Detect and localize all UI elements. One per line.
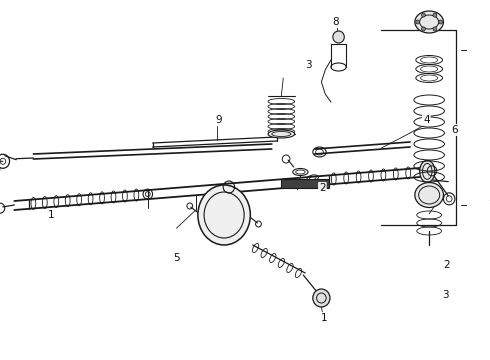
Circle shape [433, 13, 437, 17]
Text: 4: 4 [423, 115, 430, 125]
Text: 1: 1 [48, 210, 55, 220]
Ellipse shape [198, 185, 250, 245]
Bar [281, 179, 329, 188]
Text: 3: 3 [305, 60, 311, 70]
Ellipse shape [268, 130, 294, 138]
Text: 9: 9 [215, 115, 221, 125]
Text: 7: 7 [488, 200, 490, 210]
Ellipse shape [415, 11, 443, 33]
Ellipse shape [415, 183, 443, 207]
Text: 8: 8 [332, 17, 339, 27]
Circle shape [333, 31, 344, 43]
Text: 2: 2 [319, 183, 326, 193]
Text: 6: 6 [452, 125, 458, 135]
Circle shape [421, 27, 425, 31]
Circle shape [313, 289, 330, 307]
Text: 2: 2 [443, 260, 450, 270]
Text: 3: 3 [442, 290, 449, 300]
Circle shape [416, 20, 419, 24]
Text: 5: 5 [173, 253, 180, 263]
Circle shape [421, 13, 425, 17]
Circle shape [439, 20, 442, 24]
Text: 1: 1 [321, 313, 328, 323]
Ellipse shape [419, 160, 435, 183]
Circle shape [433, 27, 437, 31]
